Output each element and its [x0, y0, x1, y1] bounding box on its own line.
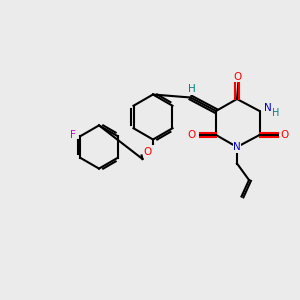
- Text: N: N: [233, 142, 241, 152]
- Text: H: H: [272, 107, 280, 118]
- Text: O: O: [280, 130, 288, 140]
- Text: O: O: [187, 130, 196, 140]
- Text: N: N: [264, 103, 272, 113]
- Text: F: F: [70, 130, 76, 140]
- Text: O: O: [143, 146, 152, 157]
- Text: O: O: [233, 71, 241, 82]
- Text: H: H: [188, 84, 196, 94]
